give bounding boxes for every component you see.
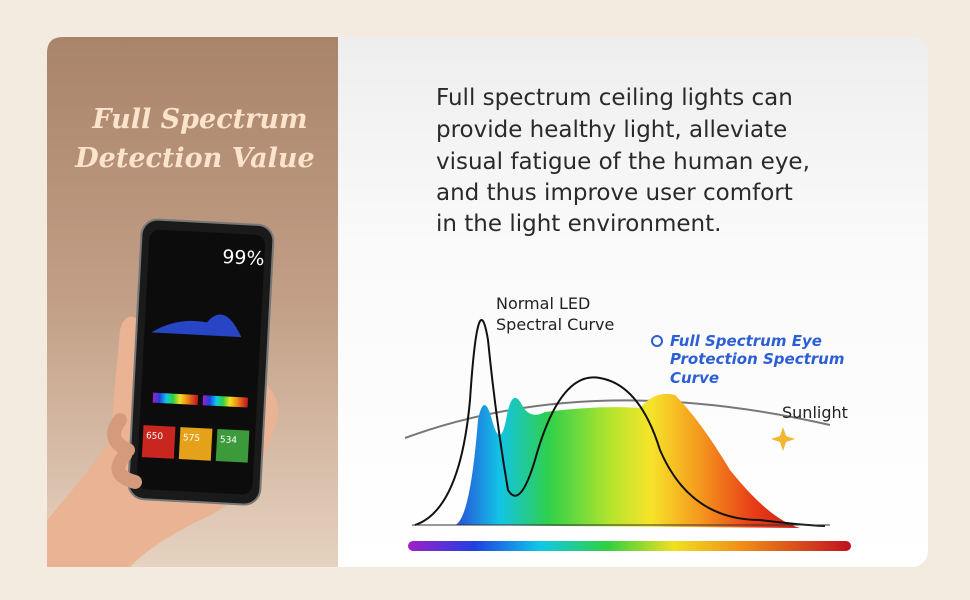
desc-line: and thus improve user comfort (436, 180, 793, 206)
led-label: Normal LED (496, 294, 590, 313)
desc-line: provide healthy light, alleviate (436, 117, 787, 143)
spectrum-bar (408, 541, 851, 551)
headline: Detection Value (74, 143, 314, 174)
desc-line: Full spectrum ceiling lights can (436, 85, 793, 111)
legend-dot (651, 335, 663, 347)
led-label: Spectral Curve (496, 315, 614, 334)
phone-reading: 534 (220, 435, 238, 446)
sparkle (771, 427, 795, 451)
fingers (107, 413, 142, 489)
full-spectrum-label: Curve (670, 369, 719, 387)
description: Full spectrum ceiling lights can provide… (436, 85, 810, 237)
desc-line: visual fatigue of the human eye, (436, 149, 810, 175)
phone-reading: 650 (146, 431, 164, 442)
headline: Full Spectrum (91, 104, 307, 135)
desc-line: in the light environment. (436, 211, 721, 237)
phone: 99% 650 575 534 (127, 218, 275, 506)
sunlight-label: Sunlight (782, 403, 848, 422)
full-spectrum-label: Full Spectrum Eye (670, 332, 822, 350)
full-spectrum-label: Protection Spectrum (670, 350, 844, 368)
phone-reading: 575 (183, 433, 201, 444)
sunlight-curve (404, 399, 831, 439)
full-spectrum-area (455, 393, 800, 528)
led-curve (414, 319, 826, 527)
phone-score: 99% (222, 246, 265, 270)
